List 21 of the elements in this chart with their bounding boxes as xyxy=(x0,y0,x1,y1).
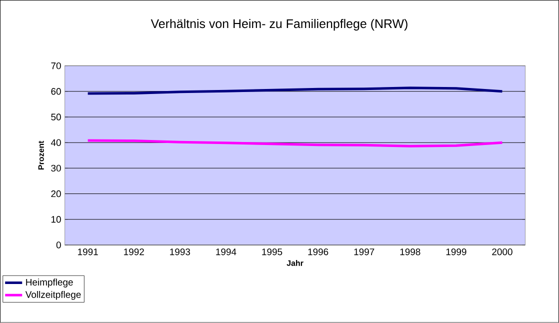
x-tick-label: 1994 xyxy=(216,248,236,256)
y-tick-label: 20 xyxy=(51,190,61,198)
x-tick-label: 1996 xyxy=(308,248,328,256)
y-tick-label: 60 xyxy=(51,88,61,95)
x-tick-label: 1998 xyxy=(400,248,420,256)
y-tick-label: 10 xyxy=(51,216,61,223)
y-tick-label: 30 xyxy=(51,164,61,172)
x-tick-label: 1991 xyxy=(78,248,98,256)
y-tick-label: 50 xyxy=(51,114,61,120)
x-tick-label: 1999 xyxy=(446,248,466,256)
y-tick-label: 40 xyxy=(50,139,61,146)
chart-title: Verhältnis von Heim- zu Familienpflege (NRW) xyxy=(150,19,408,31)
x-tick-label: 2000 xyxy=(492,248,512,256)
x-tick-label: 1993 xyxy=(170,248,190,256)
y-tick-label: 0 xyxy=(56,242,61,248)
x-tick-label: 1992 xyxy=(124,248,144,256)
legend-label: Heimpflege xyxy=(26,278,73,288)
x-tick-label: 1995 xyxy=(262,248,282,256)
legend-label: Vollzeitpflege xyxy=(25,291,81,300)
y-tick-label: 70 xyxy=(51,62,61,70)
x-tick-label: 1997 xyxy=(354,248,374,256)
